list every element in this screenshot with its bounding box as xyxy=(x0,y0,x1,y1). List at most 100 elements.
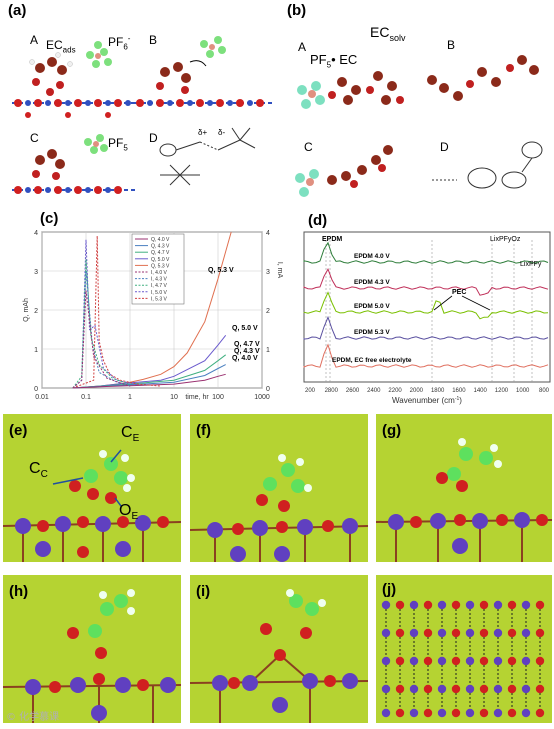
lattice-atom xyxy=(395,656,405,666)
legend-entry: Q, 5.3 V xyxy=(151,263,170,269)
panel-b: (b) A B C D ECsolv PF5• EC xyxy=(282,0,554,205)
surface-A xyxy=(12,41,135,118)
panel-h: (h) xyxy=(3,575,181,723)
lattice-atom xyxy=(437,684,447,694)
lattice-atom xyxy=(409,708,419,718)
lattice-atom xyxy=(507,656,517,666)
legend-entry: I, 4.7 V xyxy=(151,283,168,289)
panel-b-structures xyxy=(295,55,543,197)
panel-d: (d) 200 2800 2600 2400 2200 2000 1800 1600 1400 1… xyxy=(292,210,554,405)
spectrum-label: EPDM 4.0 V xyxy=(354,253,390,260)
lattice-atom xyxy=(507,708,517,718)
series-annotation: Q, 4.7 V xyxy=(234,341,260,348)
pf5-ec-label: PF5• EC xyxy=(310,52,358,70)
legend-entry: I, 4.0 V xyxy=(151,270,168,276)
panel-e-structure xyxy=(3,449,181,562)
x-tick-label: 2600 xyxy=(346,388,360,394)
panel-f: (f) xyxy=(190,414,368,562)
delta-minus: δ- xyxy=(218,128,225,137)
surface-C xyxy=(12,134,135,194)
legend-c: Q, 4.0 VQ, 4.3 VQ, 4.7 VQ, 5.0 VQ, 5.3 V… xyxy=(131,233,185,305)
lattice-atom xyxy=(479,628,489,638)
panel-j-structure xyxy=(381,600,545,718)
x-tick-label: 100 xyxy=(212,394,224,401)
lattice-atom xyxy=(521,628,531,638)
lattice-atom xyxy=(381,684,391,694)
y-tick-label: 0 xyxy=(34,386,38,393)
lattice-atom xyxy=(493,656,503,666)
series-annotation: Q, 4.3 V xyxy=(234,348,260,355)
panel-j: (j) xyxy=(376,575,552,723)
pec-arrow-2 xyxy=(461,295,491,311)
panel-g: (g) xyxy=(376,414,552,562)
lattice-atom xyxy=(395,600,405,610)
lattice-atom xyxy=(409,628,419,638)
lattice-atom xyxy=(423,708,433,718)
lattice-atom xyxy=(381,656,391,666)
plot-area-d xyxy=(303,231,551,383)
x-axis-label: Wavenumber (cm-1) xyxy=(392,396,462,405)
x-axis-label: time, hr xyxy=(185,394,209,401)
x-tick-label: 1800 xyxy=(431,388,445,394)
lixpfyoz-annotation: LixPFyOz xyxy=(490,236,521,243)
spectrum-label: EPDM, EC free electrolyte xyxy=(332,357,412,364)
lattice-atom xyxy=(437,600,447,610)
y2-axis-label: I, mA xyxy=(276,262,283,279)
legend-entry: I, 4.3 V xyxy=(151,277,168,283)
panel-b-sub-D: D xyxy=(440,140,449,154)
panel-a-sub-A: A xyxy=(30,33,39,47)
lattice-atom xyxy=(409,684,419,694)
x-tick-label: 1000 xyxy=(254,394,270,401)
lattice-atom xyxy=(465,628,475,638)
y2-tick-label: 1 xyxy=(266,347,270,354)
x-tick-label: 0.01 xyxy=(35,394,49,401)
panel-e: (e) CC CE OE xyxy=(3,414,181,562)
lattice-atom xyxy=(465,600,475,610)
x-tick-label: 2400 xyxy=(367,388,381,394)
panel-h-label: (h) xyxy=(9,583,29,600)
x-tick-label: 1400 xyxy=(474,388,488,394)
panel-c-label: (c) xyxy=(40,210,59,227)
panel-h-structure xyxy=(3,589,181,723)
panel-f-structure xyxy=(190,454,368,562)
pf5-label: PF5 xyxy=(108,136,128,153)
x-tick-label: 800 xyxy=(539,388,550,394)
x-tick-label: 2800 xyxy=(325,388,339,394)
lattice-atom xyxy=(521,708,531,718)
series-annotation: Q, 4.0 V xyxy=(232,355,258,362)
panel-g-structure xyxy=(376,438,552,562)
lattice-atom xyxy=(507,684,517,694)
y-tick-label: 3 xyxy=(34,269,38,276)
lattice-atom xyxy=(535,600,545,610)
y-tick-label: 4 xyxy=(34,230,38,237)
lattice-atom xyxy=(451,684,461,694)
panel-f-label: (f) xyxy=(196,422,211,439)
panel-a-structures: δ+ δ- xyxy=(12,36,272,194)
x-tick-label: 1 xyxy=(128,394,132,401)
lattice-atom xyxy=(423,656,433,666)
lattice-atom xyxy=(493,600,503,610)
spectrum-label: EPDM 4.3 V xyxy=(354,279,390,286)
legend-entry: I, 5.3 V xyxy=(151,296,168,302)
lattice-atom xyxy=(521,684,531,694)
panel-b-sub-A: A xyxy=(298,40,307,54)
lattice-atom xyxy=(493,708,503,718)
lattice-atom xyxy=(451,708,461,718)
lattice-atom xyxy=(465,656,475,666)
panel-d-label: (d) xyxy=(308,212,328,229)
spectrum-line xyxy=(303,291,549,320)
lattice-atom xyxy=(521,656,531,666)
series-line xyxy=(72,290,131,389)
spectrum-label: EPDM 5.3 V xyxy=(354,329,390,336)
lattice-atom xyxy=(535,684,545,694)
lattice-atom xyxy=(437,628,447,638)
watermark: © 化学慕课 xyxy=(6,712,60,723)
panel-i-label: (i) xyxy=(196,583,211,600)
series-line xyxy=(72,235,161,389)
panel-a-sub-D: D xyxy=(149,131,158,145)
ec-solv-label: ECsolv xyxy=(370,24,406,43)
lattice-atom xyxy=(381,600,391,610)
lattice-atom xyxy=(451,600,461,610)
epdm-annotation: EPDM xyxy=(322,236,342,243)
